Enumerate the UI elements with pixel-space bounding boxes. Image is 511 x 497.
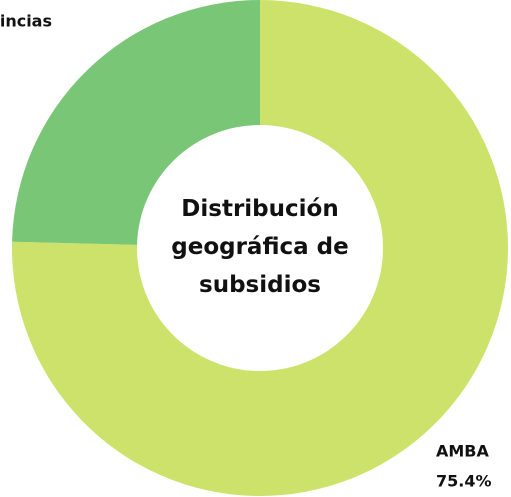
value-label: 24.6% (0, 0, 52, 1)
slice-label: AMBA (436, 442, 490, 461)
donut-slice (11, 0, 508, 496)
value-label: 75.4% (436, 472, 492, 491)
slice-label: Provincias (0, 12, 52, 31)
donut-slice (12, 0, 260, 245)
chart-title: Distribución geográfica de subsidios (171, 196, 349, 298)
